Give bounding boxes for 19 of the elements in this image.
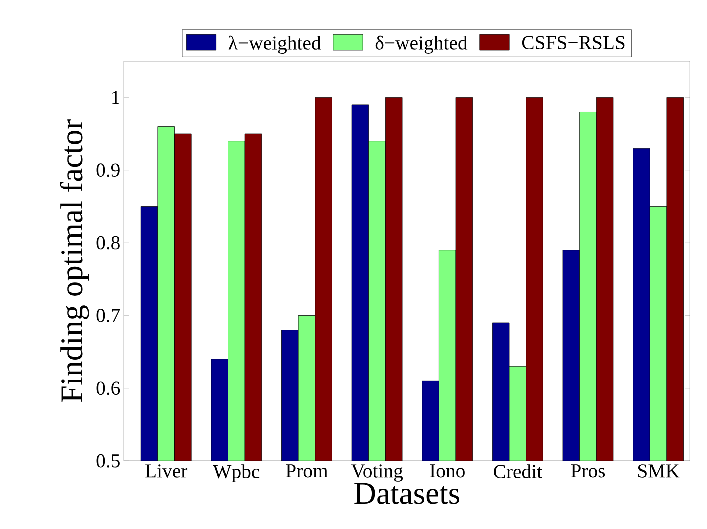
x-tick-label: Pros bbox=[571, 464, 606, 478]
x-tick-label: Wpbc bbox=[213, 464, 260, 482]
y-tick-label: 0.7 bbox=[96, 308, 120, 322]
x-tick-label: SMK bbox=[638, 464, 680, 478]
x-tick-label: Iono bbox=[430, 464, 465, 478]
y-tick-label: 0.9 bbox=[96, 163, 120, 177]
x-tick-label: Prom bbox=[286, 464, 328, 478]
legend-label: λ−weighted bbox=[228, 36, 322, 54]
legend-label: CSFS−RSLS bbox=[522, 36, 625, 50]
y-tick-label: 0.5 bbox=[96, 454, 120, 468]
y-tick-label: 0.8 bbox=[96, 236, 120, 250]
x-tick-label: Voting bbox=[351, 464, 404, 482]
x-axis-title: Datasets bbox=[354, 483, 460, 504]
x-tick-label: Liver bbox=[146, 464, 188, 478]
y-tick-label: 1 bbox=[112, 90, 120, 104]
y-tick-label: 0.6 bbox=[96, 382, 120, 395]
legend-label: δ−weighted bbox=[376, 36, 468, 54]
x-tick-label: Credit bbox=[494, 464, 542, 478]
y-axis-title: Finding optimal factor bbox=[60, 119, 90, 402]
